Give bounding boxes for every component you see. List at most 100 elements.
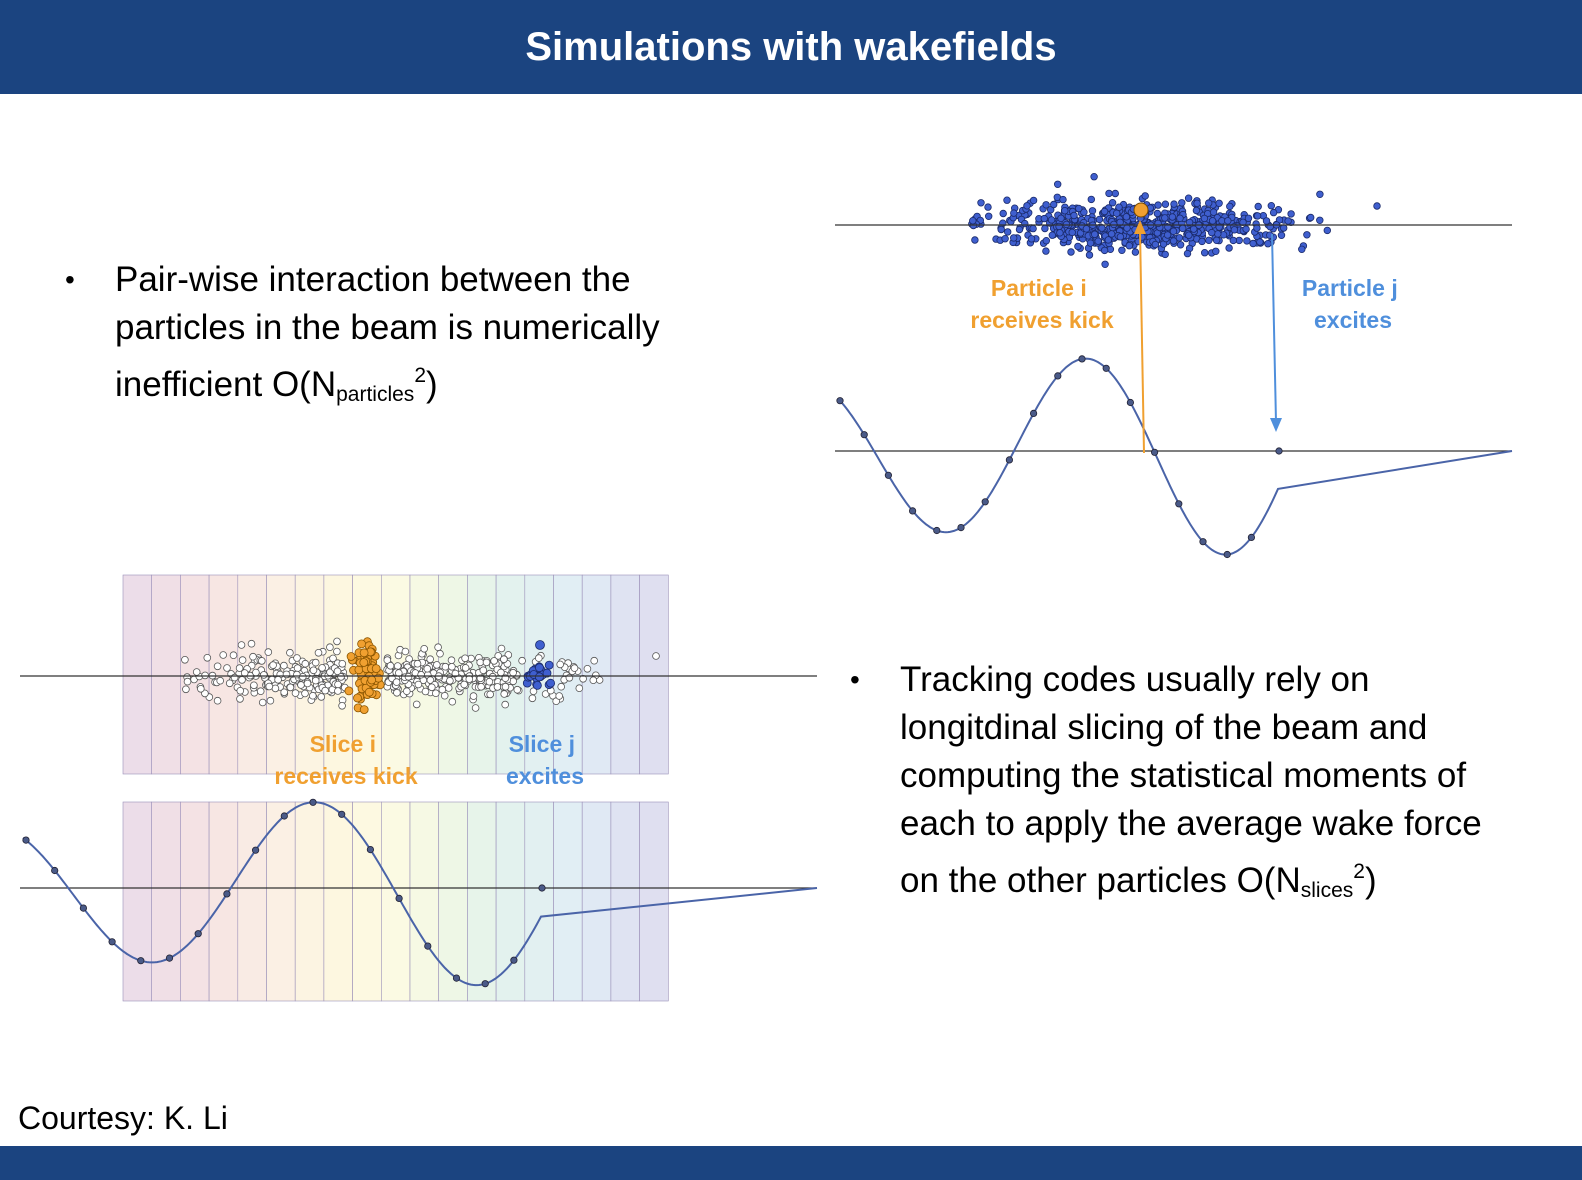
wake-sample — [1175, 500, 1183, 508]
particle — [1253, 224, 1261, 232]
particle — [183, 677, 192, 686]
particle — [427, 683, 436, 692]
particle — [1168, 213, 1177, 221]
particle — [1287, 210, 1295, 218]
particle — [297, 681, 305, 689]
particle — [1080, 208, 1088, 216]
slice-band — [122, 574, 153, 775]
wake-sample — [909, 507, 917, 515]
particle — [1230, 226, 1239, 234]
particle — [301, 659, 310, 668]
particle — [286, 648, 294, 657]
wake-sample — [1150, 448, 1159, 456]
wake-sample — [957, 523, 965, 532]
particle — [977, 199, 985, 207]
slice-band — [323, 801, 353, 1002]
wake-sample — [395, 894, 403, 902]
particle — [432, 661, 441, 669]
wake-sample — [252, 846, 260, 854]
particle — [225, 679, 234, 688]
particle — [589, 676, 598, 684]
particle — [493, 683, 502, 691]
particle — [338, 660, 347, 668]
slice-i-particle — [359, 705, 369, 715]
wake-sample — [366, 845, 374, 854]
bullet-line: longitdinal slicing of the beam and — [900, 708, 1428, 747]
bullet-line: each to apply the average wake force — [900, 804, 1482, 843]
particle — [1153, 209, 1162, 218]
particle — [334, 687, 342, 695]
particle — [280, 661, 288, 670]
particle — [476, 658, 485, 667]
excite-arrow — [1271, 233, 1277, 423]
header-bar — [0, 0, 1582, 94]
particle — [266, 696, 275, 705]
kick-arrow-head — [1134, 220, 1146, 234]
particle — [529, 687, 538, 695]
particle — [181, 656, 189, 664]
particle — [1284, 217, 1292, 225]
wake-sample — [1030, 409, 1038, 417]
particle — [1047, 216, 1056, 224]
particle — [182, 685, 190, 694]
particle — [501, 683, 510, 691]
particle — [1122, 213, 1131, 221]
slice-j-particle — [533, 681, 542, 690]
particle — [1185, 218, 1194, 227]
particle — [1169, 237, 1178, 245]
particle — [1161, 200, 1170, 208]
particle — [471, 704, 480, 712]
slice-band — [581, 801, 612, 1002]
particle — [1090, 172, 1098, 181]
particle — [460, 680, 469, 689]
wake-sample — [194, 930, 202, 938]
slice-bands-wake — [122, 801, 669, 1002]
particle — [438, 685, 447, 694]
particle — [252, 668, 260, 677]
particle — [426, 676, 435, 684]
particle — [1107, 230, 1116, 238]
particle — [1070, 211, 1078, 220]
particle — [1277, 231, 1286, 240]
particle — [1104, 236, 1112, 244]
wake-sample — [884, 471, 893, 479]
particle — [413, 659, 422, 668]
particle — [431, 689, 440, 697]
particle — [334, 680, 342, 689]
particle — [264, 648, 273, 656]
particle — [513, 685, 522, 694]
particle-j-label: Particle j excites — [1302, 275, 1404, 333]
slide-title: Simulations with wakefields — [525, 25, 1057, 69]
particle — [293, 654, 301, 662]
particle — [1170, 200, 1178, 208]
particle — [250, 681, 258, 690]
particle — [500, 655, 508, 664]
particle — [333, 647, 341, 656]
particle — [1224, 217, 1232, 225]
slice-band — [237, 801, 267, 1002]
particle — [1087, 195, 1095, 204]
slice-i-particle — [344, 686, 354, 696]
particle — [1125, 241, 1133, 250]
particle — [1100, 246, 1109, 255]
particle — [461, 654, 469, 663]
particle — [298, 673, 307, 681]
particle — [1163, 231, 1172, 239]
particle — [1226, 202, 1234, 211]
particle — [291, 689, 300, 697]
slice-i-label: Slice i receives kick — [274, 731, 417, 789]
particle — [1205, 199, 1213, 207]
slice-j-particle — [546, 678, 555, 688]
wake-sample — [510, 956, 518, 964]
particle — [393, 689, 401, 697]
particle — [1269, 208, 1278, 217]
particle — [426, 655, 435, 663]
particle — [197, 685, 205, 693]
particle — [238, 656, 247, 664]
particle — [1205, 236, 1213, 244]
particle — [280, 688, 289, 697]
particle — [236, 687, 245, 695]
subscript: particles — [336, 383, 415, 406]
slice-i-particle — [354, 665, 364, 675]
particle — [555, 692, 563, 700]
